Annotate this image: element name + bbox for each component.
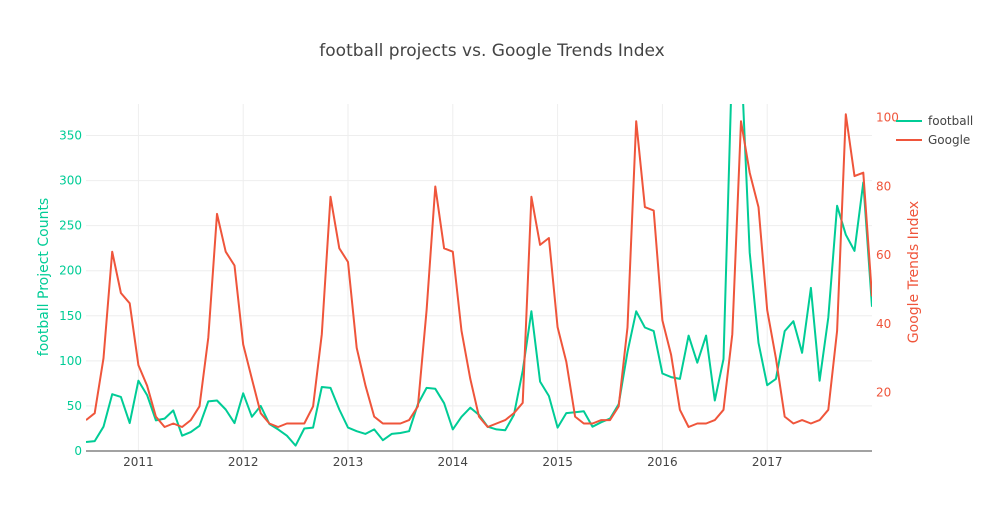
x-tick-label: 2016 [647,455,678,469]
y-axis-right-title: Google Trends Index [906,201,922,343]
x-axis: 2011 2012 2013 2014 2015 2016 2017 [86,450,872,469]
y-axis-left: 0 50 100 150 200 250 300 350 [59,129,82,458]
legend-label-google: Google [928,133,970,147]
y-right-tick-label: 20 [876,386,891,400]
y-right-tick-label: 100 [876,111,899,125]
x-tick-label: 2013 [333,455,364,469]
y-left-tick-label: 50 [67,399,82,413]
legend-label-football: football [928,114,973,128]
x-tick-label: 2014 [438,455,469,469]
y-left-tick-label: 250 [59,219,82,233]
series-line-football [86,104,872,447]
legend: football Google [896,114,973,147]
y-right-tick-label: 60 [876,248,891,262]
y-left-tick-label: 300 [59,174,82,188]
y-axis-left-title: football Project Counts [36,198,52,356]
y-left-tick-label: 350 [59,129,82,143]
chart-title: football projects vs. Google Trends Inde… [319,41,664,61]
y-axis-right: 20 40 60 80 100 [876,111,899,400]
y-right-tick-label: 40 [876,317,891,331]
y-left-tick-label: 100 [59,354,82,368]
series-layer [86,104,872,447]
x-tick-label: 2017 [752,455,783,469]
series-line-google [86,113,872,428]
grid-layer [86,104,872,451]
y-right-tick-label: 80 [876,179,891,193]
y-left-tick-label: 0 [74,444,82,458]
x-tick-label: 2011 [123,455,154,469]
x-tick-label: 2012 [228,455,259,469]
x-tick-label: 2015 [542,455,573,469]
y-left-tick-label: 200 [59,264,82,278]
y-left-tick-label: 150 [59,309,82,323]
